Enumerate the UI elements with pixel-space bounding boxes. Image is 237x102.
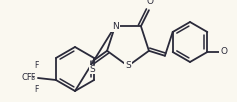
Text: S: S bbox=[125, 62, 131, 70]
Text: O: O bbox=[220, 48, 227, 57]
Text: F: F bbox=[34, 84, 38, 94]
Text: F: F bbox=[34, 62, 38, 70]
Text: O: O bbox=[146, 0, 153, 6]
Text: F: F bbox=[30, 73, 34, 81]
Text: S: S bbox=[89, 65, 95, 74]
Text: CF₃: CF₃ bbox=[22, 73, 36, 81]
Text: N: N bbox=[112, 22, 118, 31]
